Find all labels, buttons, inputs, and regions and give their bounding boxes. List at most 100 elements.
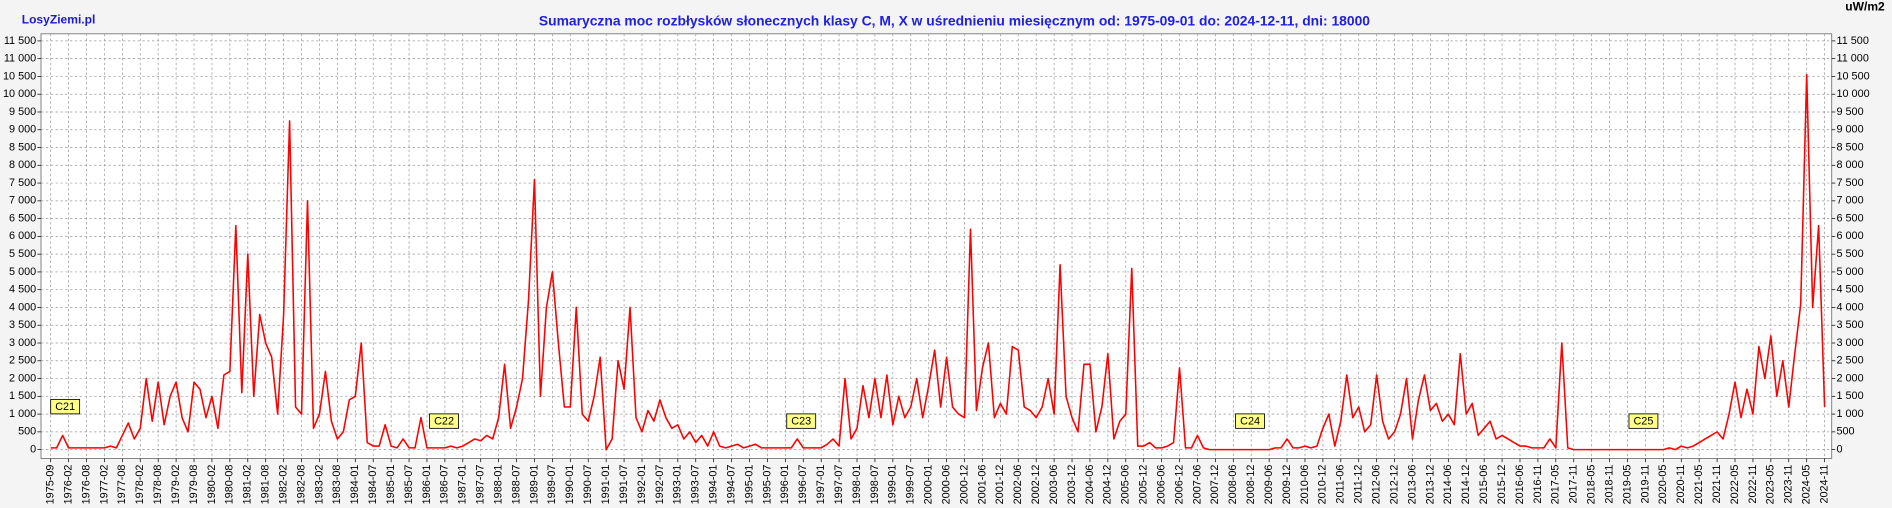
x-tick-label: 1995-07 <box>761 465 773 505</box>
y-tick-label: 7 000 <box>9 195 36 207</box>
x-tick-label: 2000-01 <box>923 465 935 505</box>
x-tick-label: 1987-07 <box>475 465 487 505</box>
x-tick-label: 1986-01 <box>421 465 433 505</box>
x-tick-label: 2020-11 <box>1675 465 1687 504</box>
x-tick-label: 1999-01 <box>887 465 899 505</box>
x-tick-label: 1978-02 <box>134 465 146 505</box>
x-tick-label: 1984-07 <box>367 465 379 505</box>
x-tick-label: 1997-01 <box>815 465 827 505</box>
y2-tick-label: 7 500 <box>1836 177 1863 189</box>
y2-tick-label: 3 000 <box>1836 337 1863 349</box>
y2-tick-label: 1 000 <box>1836 408 1863 420</box>
y-tick-label: 9 000 <box>9 124 36 136</box>
x-tick-label: 1997-07 <box>833 465 845 505</box>
x-tick-label: 2001-12 <box>994 465 1006 505</box>
x-tick-label: 1994-07 <box>725 465 737 505</box>
x-tick-label: 2003-12 <box>1066 465 1078 505</box>
x-tick-label: 1992-07 <box>654 465 666 505</box>
y2-tick-label: 9 500 <box>1836 106 1863 118</box>
y2-tick-label: 8 000 <box>1836 159 1863 171</box>
x-tick-label: 2000-12 <box>958 465 970 505</box>
site-logo: LosyZiemi.pl <box>22 13 96 27</box>
x-tick-label: 1991-01 <box>600 465 612 505</box>
y-tick-label: 5 000 <box>9 266 36 278</box>
x-tick-label: 1993-07 <box>690 465 702 505</box>
x-tick-label: 1994-01 <box>708 465 720 505</box>
x-tick-label: 2017-05 <box>1550 465 1562 505</box>
x-tick-label: 2011-06 <box>1335 465 1347 504</box>
y2-tick-label: 9 000 <box>1836 124 1863 136</box>
y-tick-label: 500 <box>18 426 36 438</box>
cycle-label: C24 <box>1240 416 1260 428</box>
x-tick-label: 1984-01 <box>349 465 361 505</box>
x-tick-label: 1996-07 <box>797 465 809 505</box>
x-tick-label: 1990-07 <box>582 465 594 505</box>
y-tick-label: 4 000 <box>9 301 36 313</box>
y-tick-label: 0 <box>30 443 36 455</box>
x-tick-label: 2004-12 <box>1102 465 1114 505</box>
y2-tick-label: 4 500 <box>1836 284 1863 296</box>
x-tick-label: 2016-11 <box>1532 465 1544 504</box>
y-tick-label: 3 000 <box>9 337 36 349</box>
x-tick-label: 1977-02 <box>98 465 110 505</box>
x-tick-label: 2022-11 <box>1747 465 1759 504</box>
y-tick-label: 7 500 <box>9 177 36 189</box>
cycle-box <box>50 398 81 415</box>
x-tick-label: 2008-12 <box>1245 465 1257 505</box>
x-tick-label: 2006-06 <box>1155 465 1167 505</box>
unit-label: uW/m2 <box>1845 0 1885 13</box>
x-tick-label: 2014-06 <box>1442 465 1454 505</box>
x-tick-label: 2021-05 <box>1693 465 1705 505</box>
cycle-box <box>786 413 817 429</box>
y2-tick-label: 2 000 <box>1836 372 1863 384</box>
x-tick-label: 2024-11 <box>1818 465 1830 504</box>
x-tick-label: 2019-11 <box>1639 465 1651 504</box>
x-tick-label: 2017-11 <box>1568 465 1580 504</box>
x-tick-label: 2006-12 <box>1173 465 1185 505</box>
y-tick-label: 8 000 <box>9 159 36 171</box>
x-tick-label: 2004-06 <box>1084 465 1096 505</box>
x-tick-label: 1989-07 <box>546 465 558 505</box>
x-tick-label: 2012-06 <box>1371 465 1383 505</box>
x-tick-label: 2003-06 <box>1048 465 1060 505</box>
x-tick-label: 1986-07 <box>439 465 451 505</box>
y-tick-label: 2 000 <box>9 372 36 384</box>
x-tick-label: 1998-01 <box>851 465 863 505</box>
y2-tick-label: 10 000 <box>1836 88 1869 100</box>
x-tick-label: 1980-02 <box>206 465 218 505</box>
x-tick-label: 2007-12 <box>1209 465 1221 505</box>
y2-tick-label: 6 500 <box>1836 212 1863 224</box>
x-tick-label: 1999-07 <box>905 465 917 505</box>
x-tick-label: 2019-05 <box>1621 465 1633 505</box>
x-tick-label: 2013-06 <box>1406 465 1418 505</box>
x-tick-label: 1981-02 <box>242 465 254 505</box>
x-tick-label: 2016-06 <box>1514 465 1526 505</box>
cycle-box <box>429 413 459 429</box>
cycle-box <box>1628 413 1659 429</box>
chart-title: Sumaryczna moc rozbłysków słonecznych kl… <box>539 12 1370 28</box>
y2-tick-label: 0 <box>1836 443 1842 455</box>
x-tick-label: 2014-12 <box>1460 465 1472 505</box>
x-tick-label: 1982-08 <box>295 465 307 505</box>
x-tick-label: 2002-06 <box>1012 465 1024 505</box>
x-tick-label: 1988-01 <box>493 465 505 505</box>
x-tick-label: 2012-12 <box>1388 465 1400 505</box>
x-tick-label: 2015-06 <box>1478 465 1490 505</box>
x-tick-label: 1980-08 <box>224 465 236 505</box>
y-tick-label: 3 500 <box>9 319 36 331</box>
x-tick-label: 2001-06 <box>976 465 988 505</box>
y2-tick-label: 11 000 <box>1836 53 1868 65</box>
y-tick-label: 1 000 <box>9 408 36 420</box>
x-tick-label: 1976-08 <box>80 465 92 505</box>
cycle-box <box>1235 413 1265 429</box>
x-tick-label: 1991-07 <box>618 465 630 505</box>
x-tick-label: 2022-05 <box>1729 465 1741 505</box>
y2-tick-label: 2 500 <box>1836 355 1863 367</box>
cycle-label: C21 <box>55 401 75 413</box>
x-tick-label: 1995-01 <box>743 465 755 505</box>
x-tick-label: 1992-01 <box>636 465 648 505</box>
y-tick-label: 9 500 <box>9 106 36 118</box>
x-tick-label: 2009-06 <box>1263 465 1275 505</box>
